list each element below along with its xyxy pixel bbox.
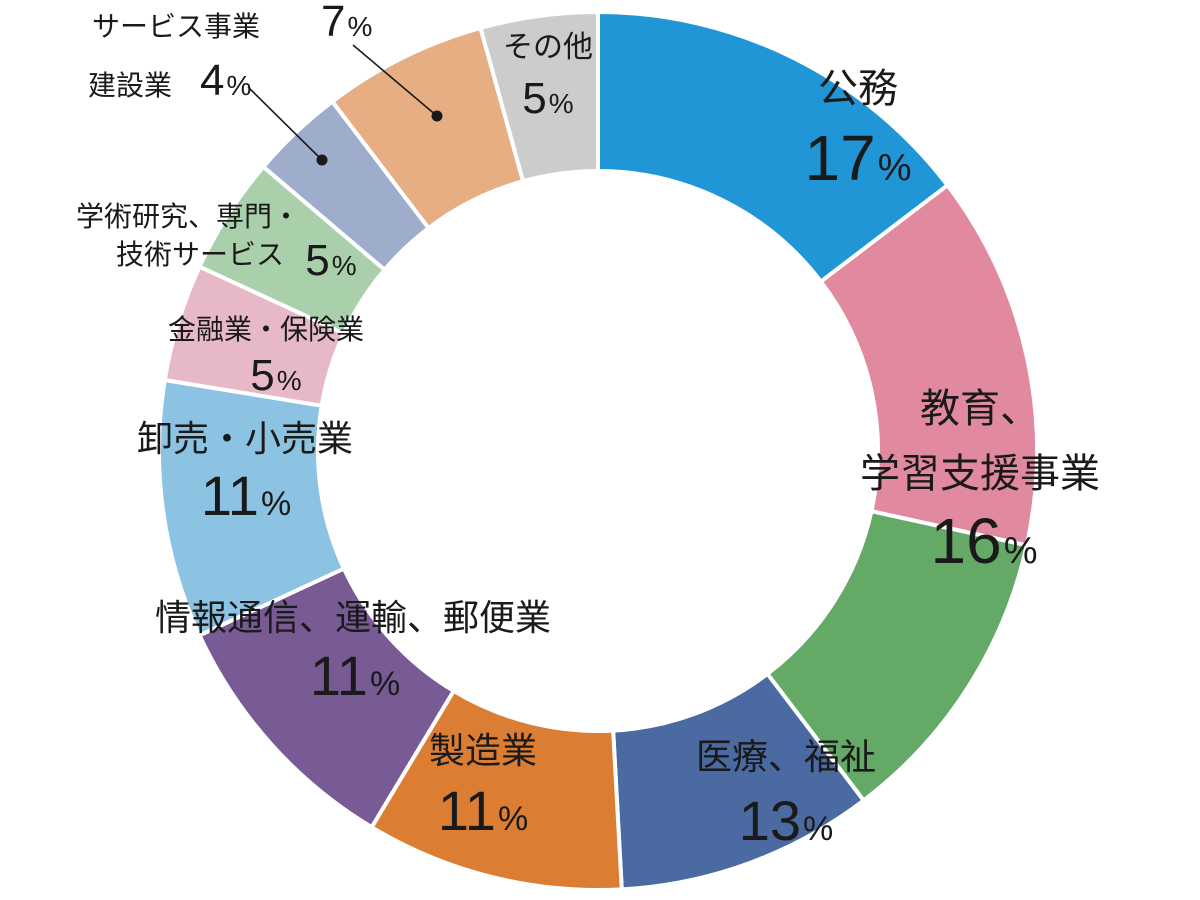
slice-labels: 公務 17% 教育、学習支援事業 16% 医療、福祉 13% 製造業 11% 情報通信、運輸、郵…	[76, 0, 1100, 852]
slice-value-2: 16%	[931, 505, 1038, 577]
slice-label-12: その他	[503, 30, 593, 65]
leader-line-11	[352, 44, 438, 117]
slice-value-9: 5%	[305, 236, 356, 285]
slice-value-10: 4%	[200, 56, 251, 105]
slice-label-2-line-1: 教育、	[920, 386, 1040, 432]
slice-value-3: 13%	[739, 789, 834, 852]
slice-12	[478, 10, 600, 184]
slice-label-11: サービス事業	[92, 10, 260, 43]
slice-value-7: 11%	[201, 464, 291, 527]
slice-value-1: 17%	[805, 122, 912, 194]
leader-lines	[247, 44, 443, 166]
slice-label-1: 公務	[818, 66, 898, 112]
slice-label-7: 卸売・小売業	[137, 419, 353, 460]
slice-1	[596, 10, 950, 284]
slice-label-9-line-1: 学術研究、専門・	[76, 200, 300, 233]
slice-label-2-line-2: 学習支援事業	[860, 451, 1100, 497]
slice-label-8: 金融業・保険業	[168, 313, 364, 346]
leader-dot-11	[431, 110, 443, 122]
donut-slices	[157, 10, 1039, 892]
slice-value-6: 11%	[310, 644, 400, 707]
slice-label-3: 医療、福祉	[696, 737, 876, 778]
slice-value-12: 5%	[522, 74, 573, 123]
leader-dot-10	[316, 154, 328, 166]
slice-label-9-line-2: 技術サービス	[116, 238, 284, 271]
slice-label-5: 製造業	[429, 731, 537, 772]
slice-value-5: 11%	[438, 779, 528, 842]
slice-value-8: 5%	[250, 351, 301, 400]
leader-line-10	[247, 86, 323, 161]
slice-label-6: 情報通信、運輸、郵便業	[155, 598, 551, 639]
slice-value-11: 7%	[321, 0, 372, 46]
slice-label-10: 建設業	[88, 69, 172, 102]
